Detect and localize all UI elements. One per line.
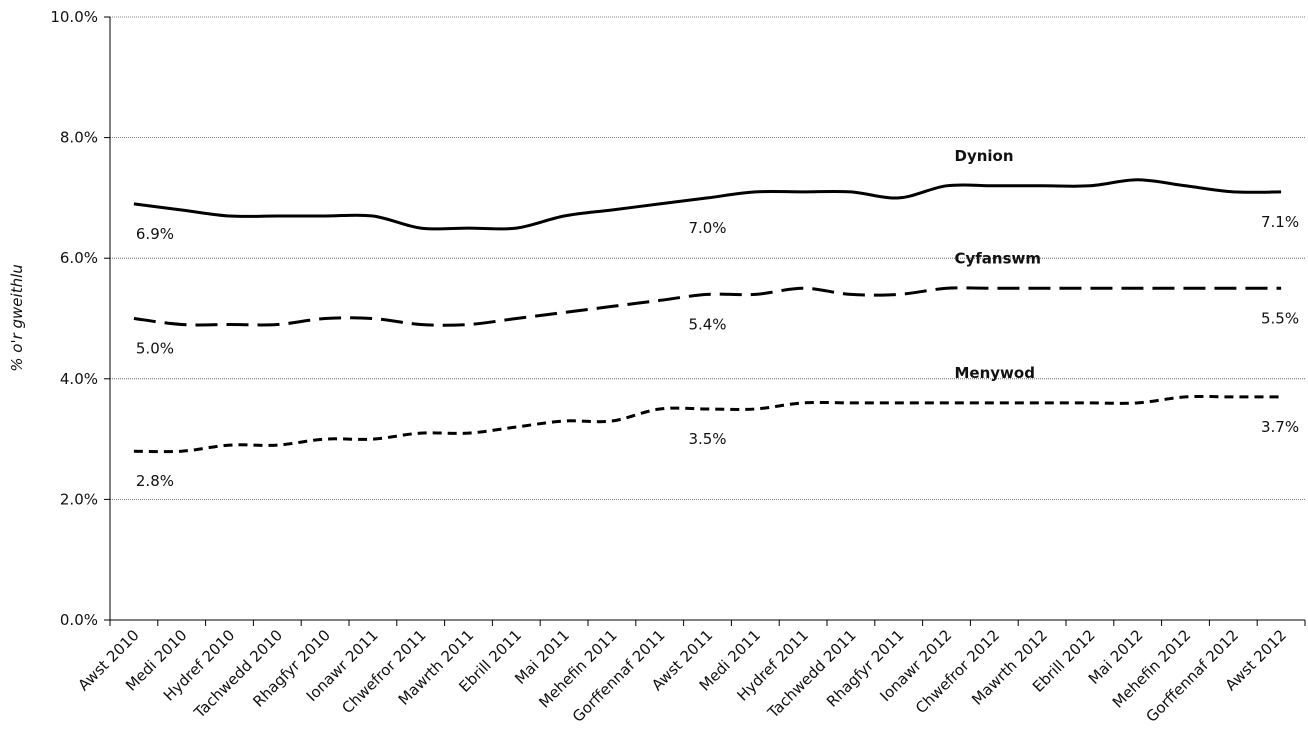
y-tick-label: 8.0%	[60, 129, 98, 147]
series-line-menywod	[133, 394, 1282, 454]
y-axis-ticks: 0.0% 2.0% 4.0% 6.0% 8.0% 10.0%	[50, 8, 110, 629]
x-tick-label: Chwefror 2011	[338, 626, 429, 717]
axes	[109, 17, 1305, 621]
data-label: 5.5%	[1261, 309, 1299, 327]
data-label: 7.1%	[1261, 213, 1299, 231]
y-tick-label: 6.0%	[60, 249, 98, 267]
data-label: 3.5%	[688, 430, 726, 448]
data-label: 6.9%	[136, 225, 174, 243]
series-line-dynion	[133, 178, 1282, 231]
data-labels: Dynion 6.9% 7.0% 7.1% Cyfanswm 5.0% 5.4% 5.5% Me…	[136, 147, 1299, 490]
y-tick-label: 2.0%	[60, 490, 98, 508]
data-label: 5.4%	[688, 315, 726, 333]
data-label: 5.0%	[136, 340, 174, 358]
data-label: 2.8%	[136, 472, 174, 490]
y-tick-label: 10.0%	[50, 8, 98, 26]
series-name-cyfanswm: Cyfanswm	[955, 249, 1042, 267]
series-line-cyfanswm	[133, 286, 1282, 327]
y-tick-label: 0.0%	[60, 611, 98, 629]
x-tick-label: Chwefror 2012	[912, 626, 1003, 717]
y-tick-label: 4.0%	[60, 370, 98, 388]
data-label: 3.7%	[1261, 418, 1299, 436]
gridlines	[110, 16, 1305, 500]
series-name-menywod: Menywod	[955, 364, 1035, 382]
series-lines	[133, 178, 1282, 454]
data-label: 7.0%	[688, 219, 726, 237]
y-axis-label: % o'r gweithlu	[8, 264, 26, 372]
series-name-dynion: Dynion	[955, 147, 1014, 165]
